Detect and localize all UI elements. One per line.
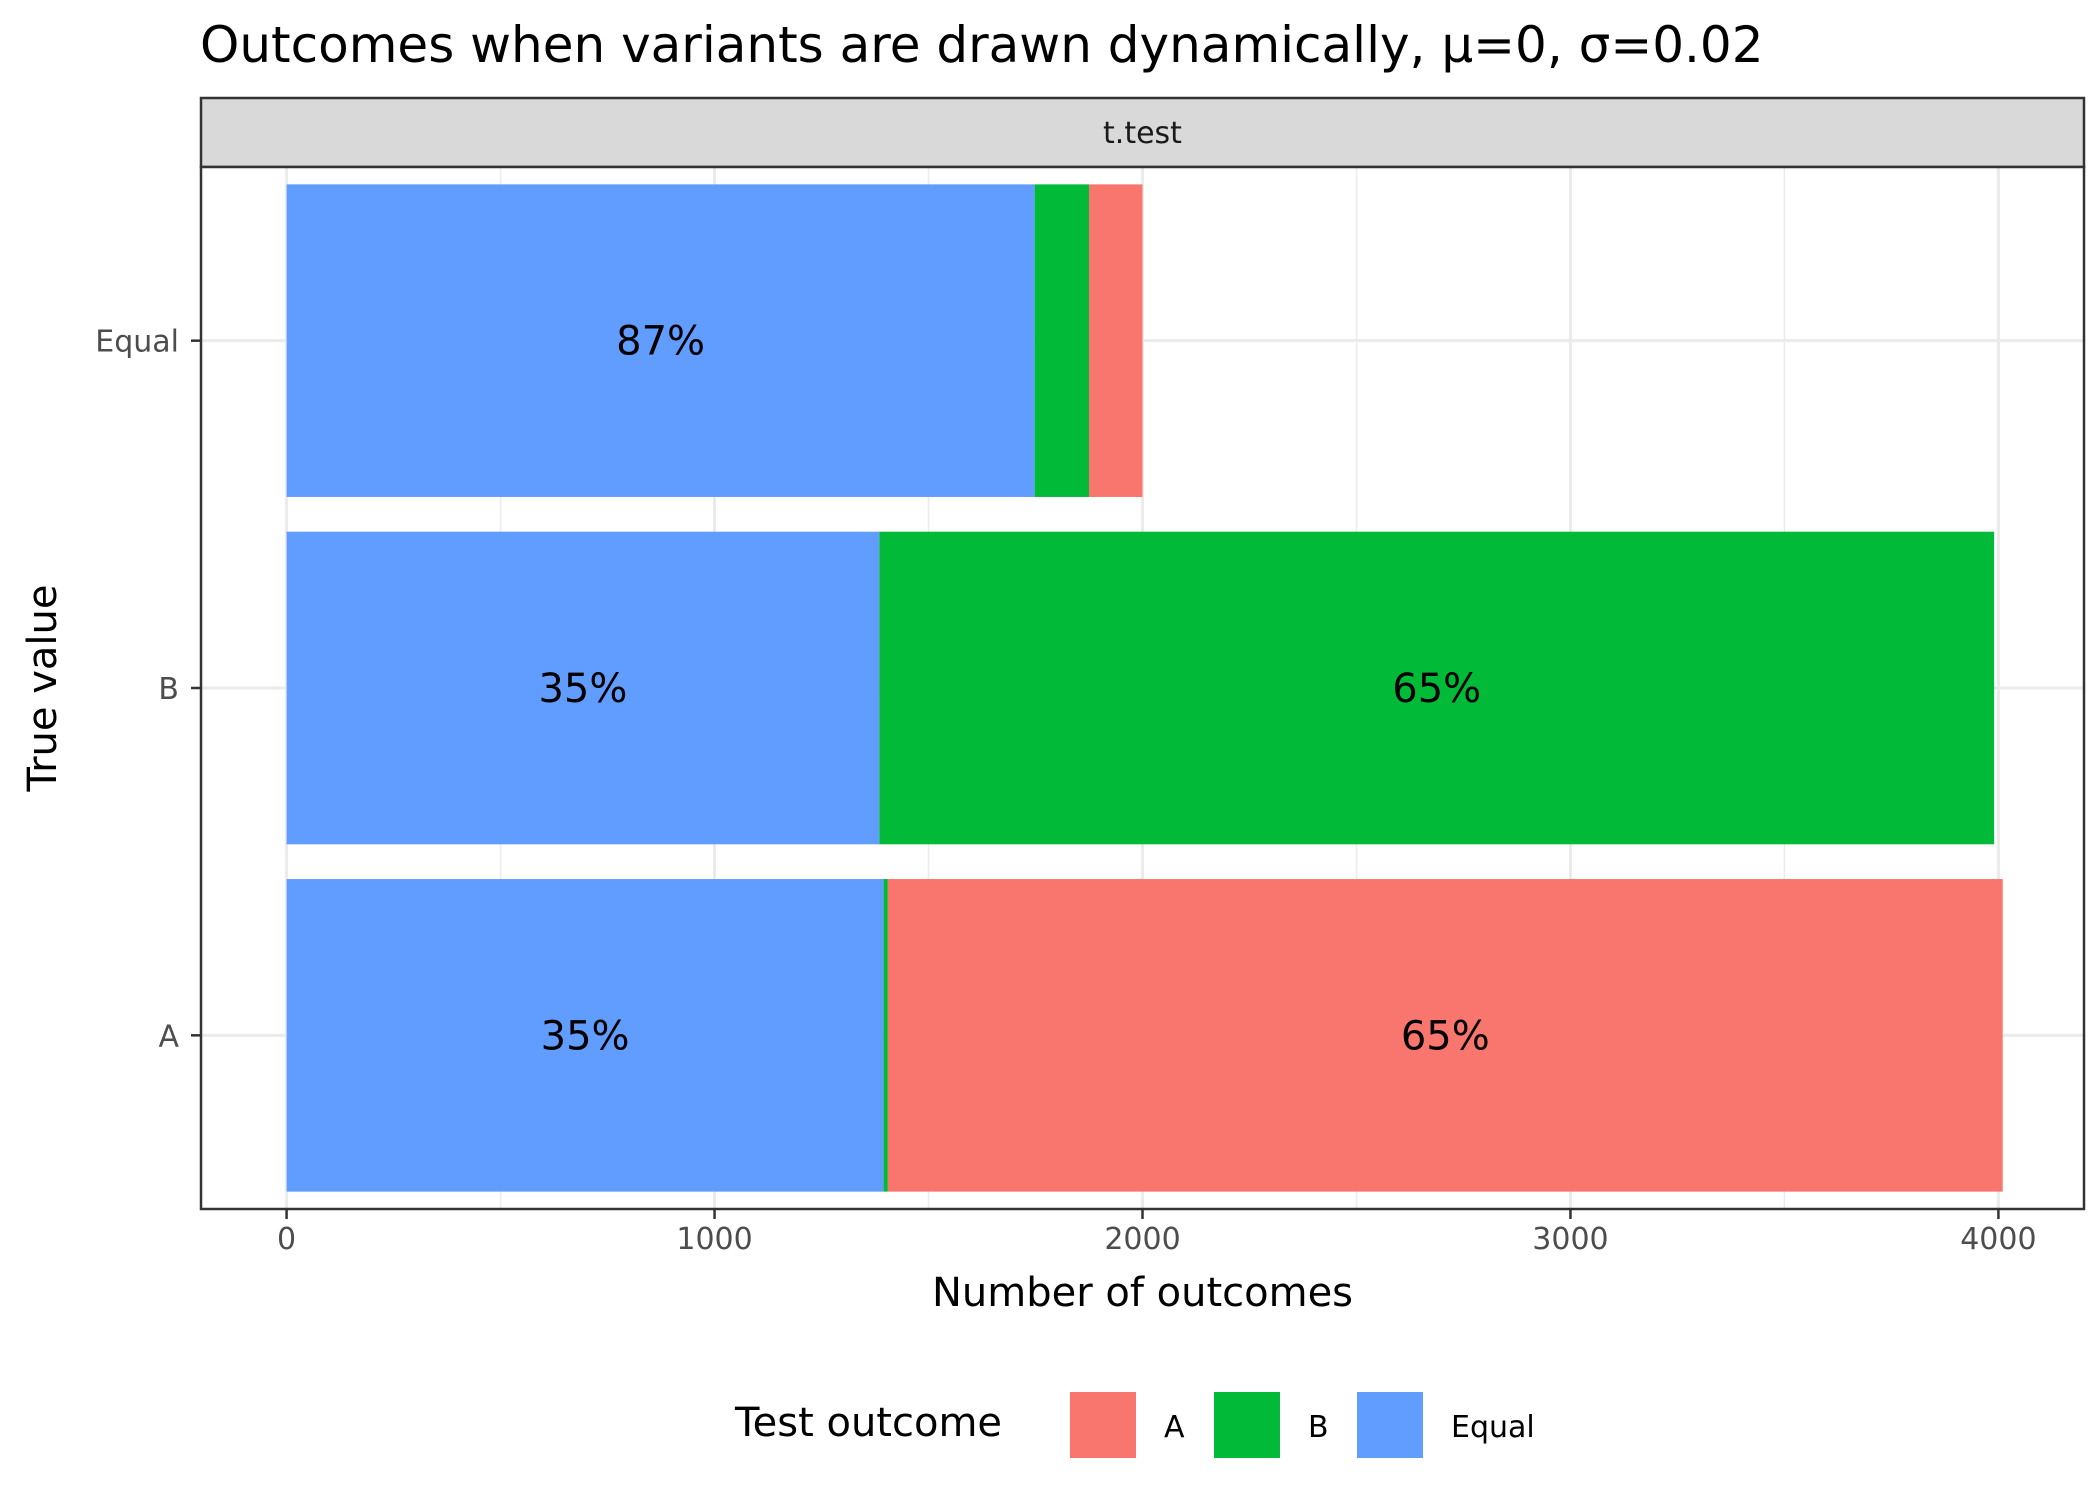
bar-label-a-equal: 35% — [541, 1013, 630, 1059]
legend-key-b — [1214, 1392, 1280, 1458]
y-axis-title: True value — [20, 585, 66, 793]
bar-equal-equal — [286, 184, 1035, 497]
legend-label-a: A — [1164, 1410, 1185, 1445]
legend-key-equal — [1357, 1392, 1423, 1458]
x-axis: 0 1000 2000 3000 4000 — [277, 1209, 2037, 1257]
bar-equal-a — [1089, 184, 1143, 497]
legend-label-equal: Equal — [1451, 1410, 1535, 1445]
y-tick-label: A — [158, 1019, 179, 1054]
chart-title: Outcomes when variants are drawn dynamic… — [200, 16, 1764, 74]
x-tick-label: 3000 — [1532, 1222, 1608, 1257]
bar-labels: 35% 65% 35% 65% 87% — [538, 319, 1489, 1060]
x-axis-title: Number of outcomes — [932, 1270, 1353, 1316]
facet-label: t.test — [1103, 116, 1182, 151]
bar-a-b — [883, 879, 888, 1192]
legend: Test outcome A B Equal — [734, 1392, 1535, 1458]
x-tick-label: 0 — [277, 1222, 296, 1257]
bar-label-equal-equal: 87% — [616, 319, 705, 365]
legend-title: Test outcome — [734, 1400, 1002, 1446]
x-tick-label: 4000 — [1960, 1222, 2036, 1257]
legend-label-b: B — [1308, 1410, 1329, 1445]
facet-strip — [199, 96, 2086, 169]
bar-a-a — [887, 879, 2003, 1192]
y-axis: A B Equal — [95, 325, 201, 1054]
bar-label-b-b: 65% — [1392, 666, 1481, 712]
y-tick-label: B — [158, 672, 179, 707]
bar-b-b — [879, 531, 1995, 845]
bar-label-a-a: 65% — [1401, 1013, 1490, 1059]
y-tick-label: Equal — [95, 325, 179, 360]
legend-key-a — [1070, 1392, 1136, 1458]
bar-label-b-equal: 35% — [538, 666, 627, 712]
bars — [286, 184, 2003, 1192]
x-tick-label: 1000 — [676, 1222, 752, 1257]
bar-b-equal — [286, 531, 880, 845]
bar-a-equal — [286, 879, 884, 1192]
x-tick-label: 2000 — [1104, 1222, 1180, 1257]
bar-equal-b — [1034, 184, 1090, 497]
